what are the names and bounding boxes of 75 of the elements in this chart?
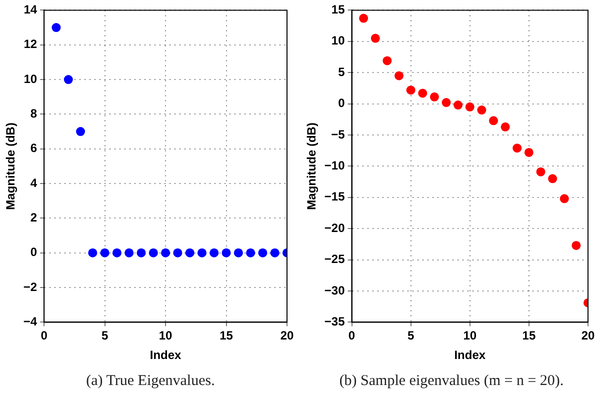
- point: [100, 248, 110, 258]
- point: [76, 127, 86, 136]
- y-tick-label: 0: [338, 96, 346, 110]
- point: [500, 122, 510, 132]
- point: [185, 248, 194, 258]
- x-tick-label: 15: [522, 328, 536, 343]
- y-tick-label: 0: [30, 245, 38, 260]
- point: [465, 102, 474, 112]
- point: [370, 34, 380, 43]
- point: [382, 56, 392, 66]
- y-tick-label: 6: [30, 141, 38, 156]
- point: [124, 248, 134, 258]
- point: [234, 248, 243, 258]
- x-tick-label: 0: [40, 328, 48, 343]
- y-tick-label: −25: [324, 252, 346, 266]
- point: [64, 75, 73, 84]
- x-tick-label: 10: [158, 328, 173, 343]
- y-axis-title: Magnitude (dB): [304, 122, 319, 210]
- y-tick-label: −30: [324, 283, 346, 298]
- y-tick-label: −2: [23, 280, 38, 294]
- point: [430, 92, 439, 102]
- point: [210, 248, 219, 258]
- point: [258, 248, 268, 258]
- x-tick-label: 15: [220, 328, 234, 343]
- point: [112, 248, 122, 258]
- point: [148, 248, 158, 258]
- point: [406, 86, 416, 95]
- y-axis-title: Magnitude (dB): [4, 122, 18, 210]
- x-tick-label: 5: [407, 328, 414, 343]
- y-tick-label: −35: [324, 314, 346, 329]
- y-tick-label: −4: [23, 314, 38, 329]
- x-axis-title: Index: [150, 348, 182, 362]
- x-tick-label: 5: [101, 328, 108, 343]
- y-tick-label: −10: [324, 158, 346, 173]
- y-tick-label: 12: [24, 37, 38, 52]
- y-tick-label: 10: [24, 72, 38, 86]
- point: [536, 167, 546, 176]
- point: [173, 248, 182, 258]
- point: [560, 194, 569, 204]
- point: [270, 248, 280, 258]
- point: [454, 100, 463, 110]
- x-tick-label: 20: [280, 328, 294, 343]
- x-tick-label: 10: [463, 328, 477, 343]
- point: [512, 144, 522, 153]
- point: [359, 14, 368, 23]
- point: [161, 248, 170, 258]
- y-tick-label: 14: [24, 2, 38, 17]
- point: [442, 98, 451, 108]
- point: [52, 23, 61, 32]
- text: (a) True Eigenvalues.: [85, 373, 216, 390]
- point: [88, 248, 98, 258]
- point: [197, 248, 206, 258]
- point: [418, 88, 428, 98]
- y-tick-label: 10: [331, 34, 346, 48]
- y-tick-label: −5: [331, 127, 346, 142]
- point: [136, 248, 146, 258]
- y-tick-label: 2: [30, 210, 38, 225]
- x-tick-label: 20: [581, 328, 595, 343]
- point: [477, 106, 486, 115]
- point: [394, 71, 404, 80]
- point: [246, 248, 256, 258]
- y-tick-label: 5: [338, 64, 346, 79]
- point: [489, 116, 498, 126]
- x-tick-label: 0: [348, 328, 356, 343]
- y-tick-label: 4: [30, 176, 38, 190]
- point: [524, 148, 534, 157]
- text: (b) Sample eigenvalues (m = n = 20).: [338, 373, 565, 390]
- y-tick-label: −20: [324, 220, 346, 235]
- point: [548, 174, 558, 184]
- x-axis-title: Index: [454, 348, 486, 362]
- y-tick-label: 15: [331, 2, 346, 17]
- y-tick-label: 8: [30, 106, 38, 121]
- point: [572, 240, 581, 250]
- y-tick-label: −15: [324, 190, 346, 204]
- point: [222, 248, 231, 258]
